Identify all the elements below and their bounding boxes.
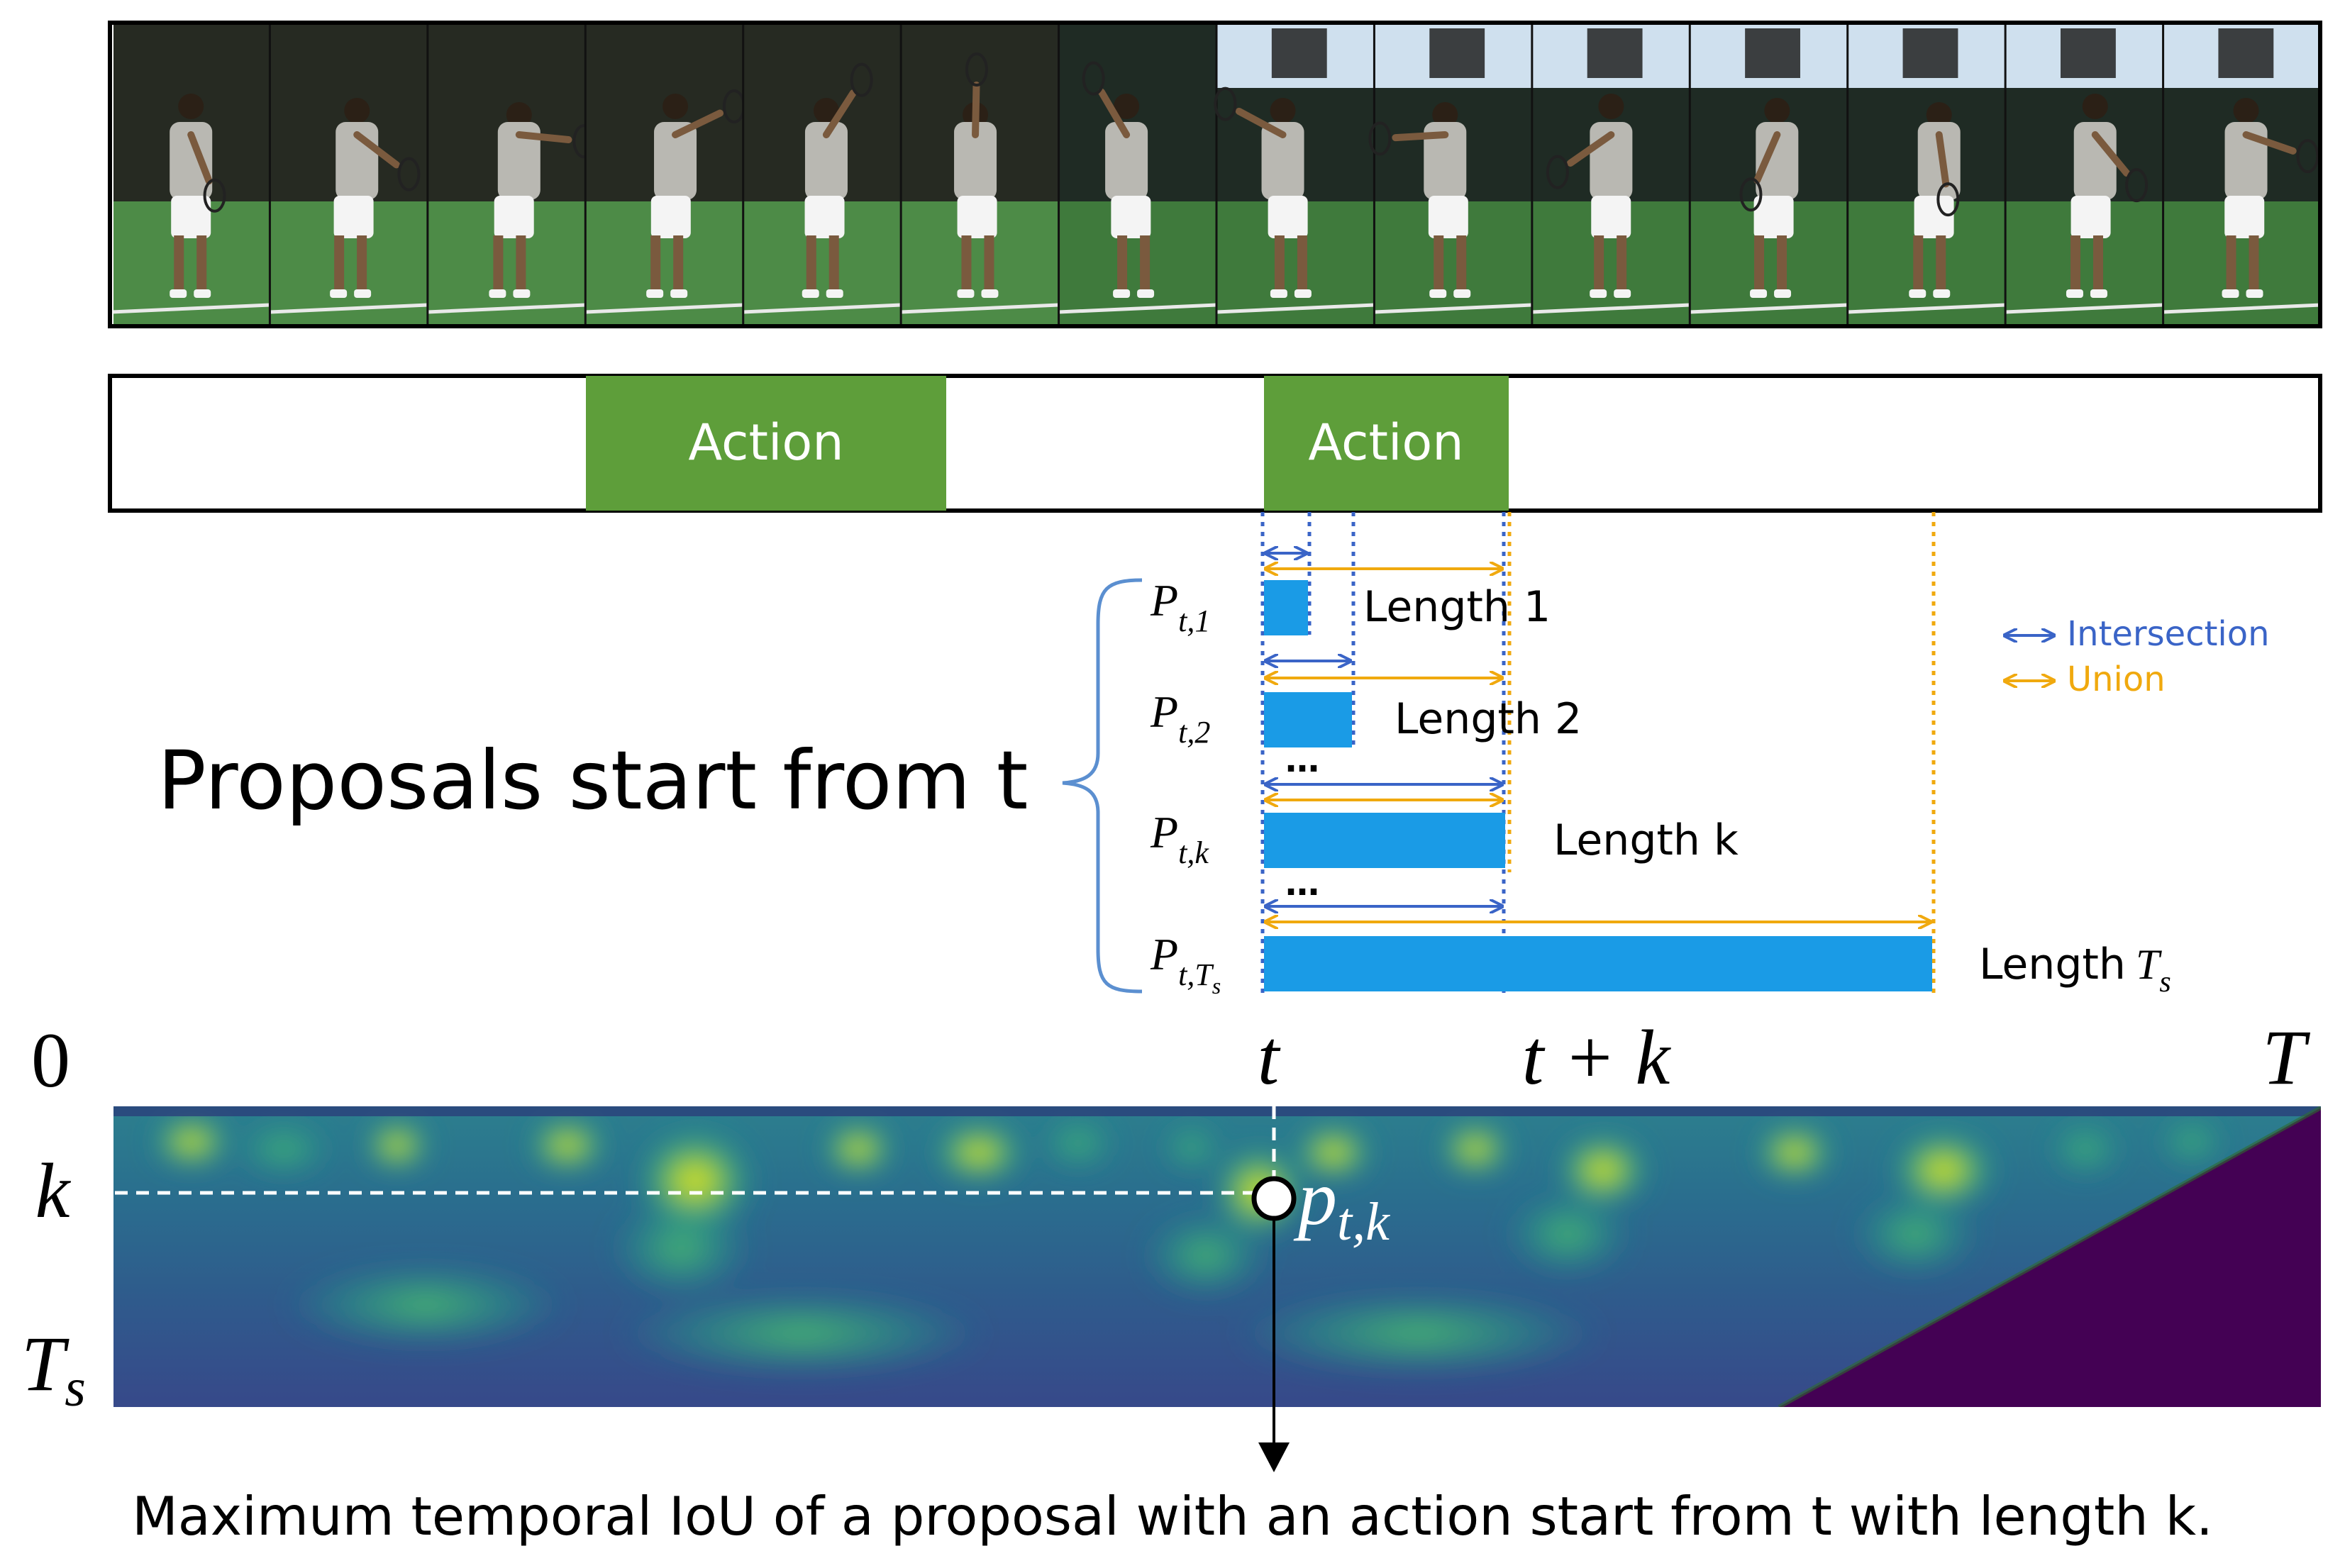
proposal-bar-k bbox=[1264, 813, 1505, 868]
x-axis-tk-label: t + k bbox=[1522, 1014, 1672, 1101]
action-segment-1-label: Action bbox=[688, 413, 843, 472]
video-frame bbox=[742, 24, 902, 325]
length-label-ts: Length Ts bbox=[1979, 940, 2171, 999]
action-timeline: Action Action bbox=[108, 374, 2322, 513]
length-label-k: Length k bbox=[1553, 816, 1739, 865]
heatmap-axis-labels: 0 t t + k T k Ts bbox=[21, 1014, 2310, 1418]
legend: Intersection Union bbox=[2005, 614, 2270, 699]
video-frame bbox=[2162, 24, 2321, 325]
y-axis-ts-label: Ts bbox=[21, 1320, 86, 1418]
video-strip-border bbox=[108, 21, 2322, 328]
ellipsis-2: … bbox=[1285, 864, 1319, 903]
iou-heatmap bbox=[113, 1106, 2321, 1407]
video-frame-strip bbox=[113, 24, 2321, 325]
video-frame bbox=[1531, 24, 1691, 325]
x-axis-t-label: t bbox=[1258, 1014, 1281, 1101]
proposal-label-k: Pt,k bbox=[1150, 807, 1209, 870]
video-frame bbox=[1368, 24, 1533, 325]
video-frame bbox=[113, 24, 271, 325]
point-p-tk bbox=[1251, 1176, 1297, 1221]
proposal-label-2: Pt,2 bbox=[1150, 686, 1210, 750]
x-axis-start-label: 0 bbox=[31, 1017, 70, 1103]
video-frame bbox=[584, 24, 745, 325]
caption-arrow-head bbox=[1258, 1442, 1290, 1472]
video-frame bbox=[1846, 24, 2007, 325]
action-segment-1 bbox=[586, 376, 946, 511]
video-frame bbox=[2004, 24, 2164, 325]
proposal-label-ts: Pt,Ts bbox=[1150, 929, 1221, 999]
proposals-group-label: Proposals start from t bbox=[157, 733, 1029, 828]
action-segment-2-label: Action bbox=[1308, 413, 1463, 472]
legend-intersection-label: Intersection bbox=[2067, 614, 2270, 654]
length-label-2: Length 2 bbox=[1395, 694, 1582, 744]
video-frame bbox=[268, 24, 428, 325]
proposal-bar-2 bbox=[1264, 692, 1352, 747]
video-frame bbox=[899, 24, 1060, 325]
video-frame bbox=[426, 24, 596, 325]
x-axis-end-label: T bbox=[2262, 1014, 2310, 1101]
video-frame bbox=[1688, 24, 1848, 325]
length-label-1: Length 1 bbox=[1363, 582, 1551, 632]
figure-caption: Maximum temporal IoU of a proposal with … bbox=[132, 1485, 2213, 1547]
video-frame bbox=[1214, 24, 1375, 325]
proposal-bar-ts bbox=[1264, 936, 1932, 991]
heatmap-point-marker: pt,k bbox=[115, 1106, 1390, 1472]
proposals-brace bbox=[1062, 578, 1143, 994]
point-p-tk-label: pt,k bbox=[1293, 1155, 1390, 1252]
legend-union-label: Union bbox=[2067, 660, 2166, 699]
proposal-label-1: Pt,1 bbox=[1150, 575, 1210, 638]
proposals-diagram: … … Pt,1 Pt,2 Pt,k Pt,Ts Length 1 Length… bbox=[157, 512, 2171, 999]
ellipsis-1: … bbox=[1285, 740, 1319, 780]
video-frame bbox=[1058, 24, 1217, 325]
proposal-bar-1 bbox=[1264, 580, 1308, 635]
action-segment-2 bbox=[1264, 376, 1509, 511]
y-axis-k-label: k bbox=[35, 1147, 72, 1234]
